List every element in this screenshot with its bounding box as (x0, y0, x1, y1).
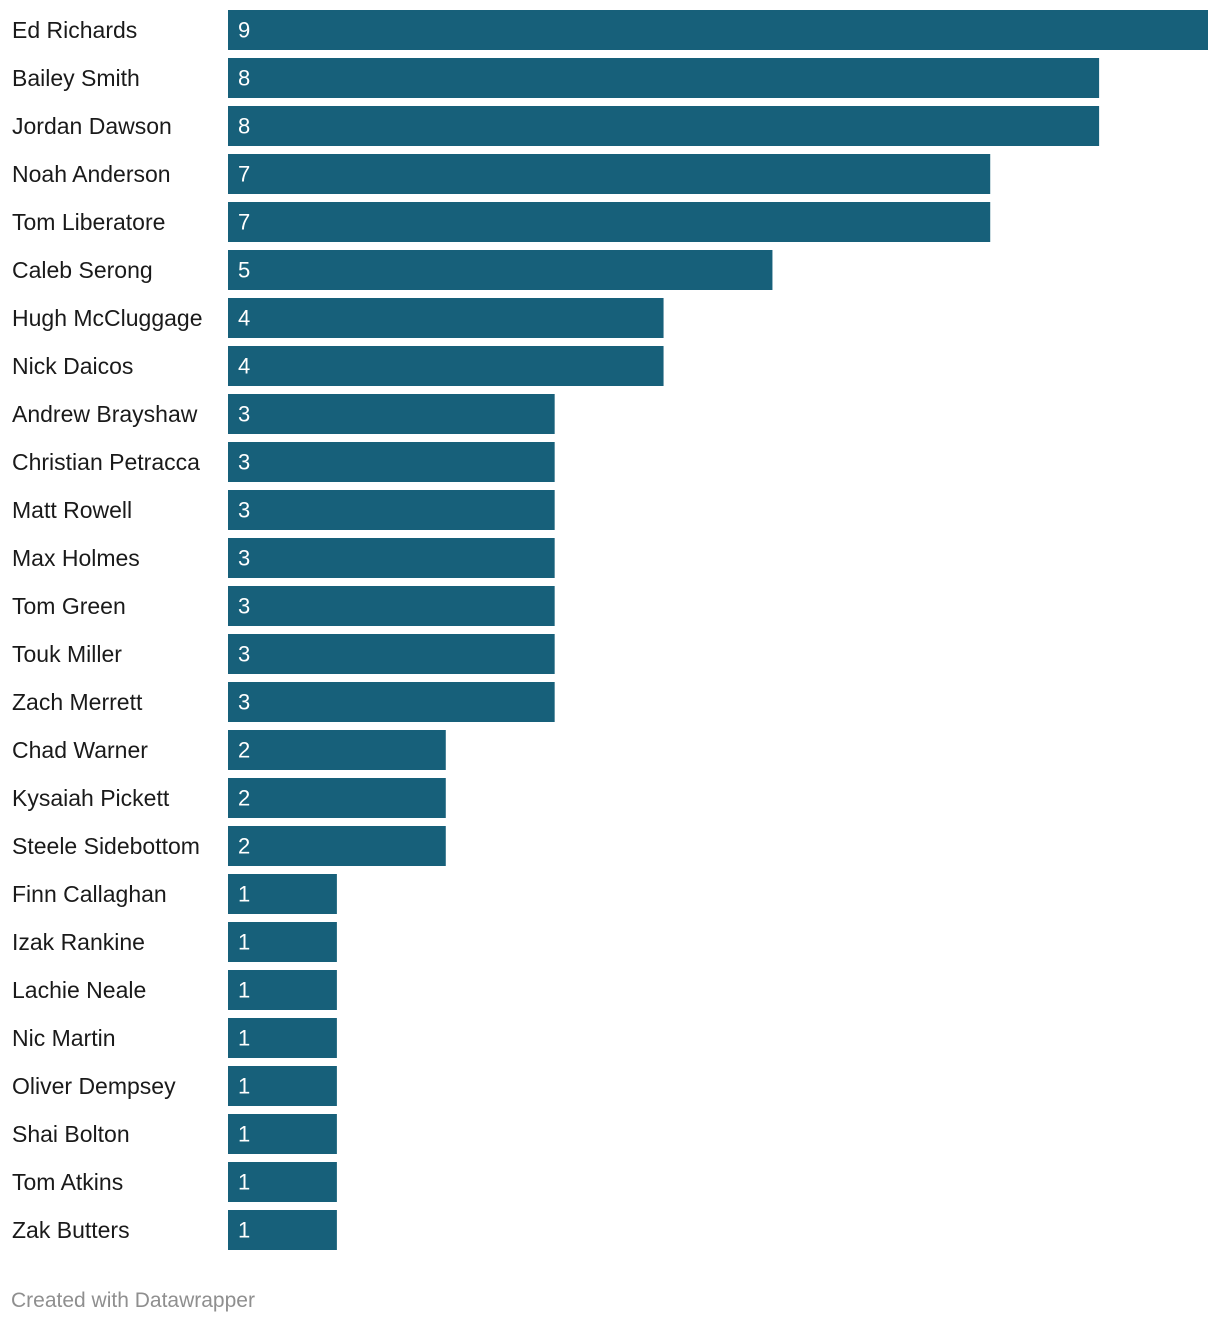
bar-value-label: 1 (238, 1074, 250, 1099)
bar-value-label: 3 (238, 642, 250, 667)
bar-value-label: 1 (238, 930, 250, 955)
category-label: Oliver Dempsey (12, 1073, 176, 1099)
bar-value-label: 1 (238, 1026, 250, 1051)
bar (228, 298, 664, 338)
bar-value-label: 2 (238, 786, 250, 811)
category-label: Tom Green (12, 593, 126, 619)
bar (228, 1210, 337, 1250)
bar (228, 1114, 337, 1154)
bar (228, 1018, 337, 1058)
category-label: Jordan Dawson (12, 113, 172, 139)
bar (228, 970, 337, 1010)
bar (228, 58, 1100, 98)
bar (228, 922, 337, 962)
category-label: Tom Atkins (12, 1169, 123, 1195)
bar-chart: Ed Richards 9 Bailey Smith 8 Jordan Dawson 8 N… (12, 10, 1208, 1250)
category-label: Ed Richards (12, 17, 137, 43)
bar-value-label: 1 (238, 1170, 250, 1195)
bar (228, 778, 446, 818)
bar (228, 538, 555, 578)
bar (228, 682, 555, 722)
bar-value-label: 8 (238, 66, 250, 91)
category-label: Finn Callaghan (12, 881, 167, 907)
bar-value-label: 9 (238, 18, 250, 43)
bar (228, 442, 555, 482)
bar (228, 1162, 337, 1202)
category-label: Noah Anderson (12, 161, 171, 187)
category-label: Bailey Smith (12, 65, 140, 91)
category-label: Nic Martin (12, 1025, 116, 1051)
credit-text: Created with Datawrapper (11, 1289, 255, 1312)
bar (228, 586, 555, 626)
bar-value-label: 1 (238, 1218, 250, 1243)
bar-value-label: 8 (238, 114, 250, 139)
category-label: Steele Sidebottom (12, 833, 200, 859)
category-label: Christian Petracca (12, 449, 200, 475)
category-label: Caleb Serong (12, 257, 153, 283)
category-label: Shai Bolton (12, 1121, 130, 1147)
bar-value-label: 5 (238, 258, 250, 283)
bar-value-label: 4 (238, 306, 250, 331)
bar-value-label: 3 (238, 450, 250, 475)
bar-value-label: 3 (238, 546, 250, 571)
category-label: Lachie Neale (12, 977, 146, 1003)
bar (228, 106, 1100, 146)
category-label: Kysaiah Pickett (12, 785, 170, 811)
bar (228, 730, 446, 770)
category-label: Andrew Brayshaw (12, 401, 198, 427)
bar-value-label: 1 (238, 1122, 250, 1147)
bar-value-label: 7 (238, 162, 250, 187)
bar-value-label: 1 (238, 882, 250, 907)
category-label: Izak Rankine (12, 929, 145, 955)
bar-value-label: 3 (238, 498, 250, 523)
bar (228, 826, 446, 866)
bar-value-label: 1 (238, 978, 250, 1003)
bar-value-label: 3 (238, 594, 250, 619)
bar-value-label: 7 (238, 210, 250, 235)
category-label: Hugh McCluggage (12, 305, 203, 331)
bar (228, 154, 991, 194)
bar (228, 874, 337, 914)
bar-value-label: 2 (238, 834, 250, 859)
category-label: Max Holmes (12, 545, 140, 571)
bar-value-label: 2 (238, 738, 250, 763)
bar (228, 10, 1208, 50)
category-label: Zach Merrett (12, 689, 143, 715)
bar (228, 1066, 337, 1106)
bar-value-label: 3 (238, 402, 250, 427)
bar (228, 202, 991, 242)
bar (228, 634, 555, 674)
bar (228, 490, 555, 530)
bar (228, 250, 773, 290)
bar-value-label: 4 (238, 354, 250, 379)
category-label: Tom Liberatore (12, 209, 165, 235)
category-label: Zak Butters (12, 1217, 130, 1243)
category-label: Chad Warner (12, 737, 148, 763)
bar (228, 346, 664, 386)
bar-value-label: 3 (238, 690, 250, 715)
category-label: Touk Miller (12, 641, 122, 667)
bar (228, 394, 555, 434)
category-label: Matt Rowell (12, 497, 132, 523)
category-label: Nick Daicos (12, 353, 133, 379)
